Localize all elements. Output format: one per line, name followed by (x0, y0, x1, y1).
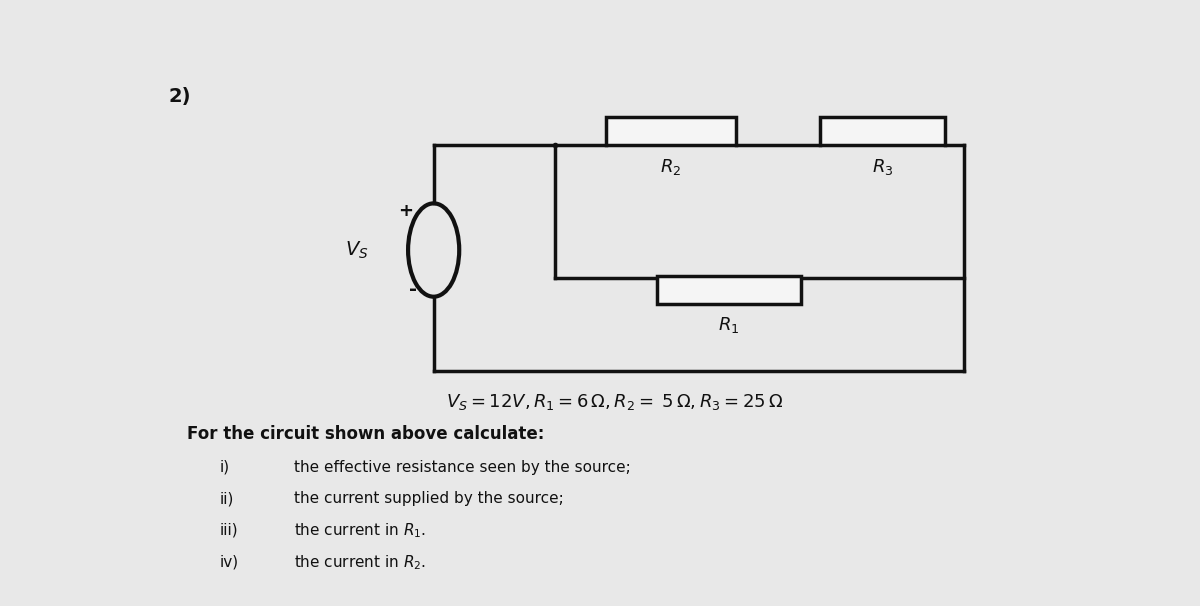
Text: the effective resistance seen by the source;: the effective resistance seen by the sou… (294, 459, 631, 474)
Text: iv): iv) (220, 554, 239, 570)
Text: $R_1$: $R_1$ (719, 315, 739, 335)
Text: the current supplied by the source;: the current supplied by the source; (294, 491, 564, 506)
Text: -: - (409, 280, 418, 299)
Text: $V_S= 12V, R_1 = 6\,\Omega, R_2 =\; 5\,\Omega, R_3 = 25\,\Omega$: $V_S= 12V, R_1 = 6\,\Omega, R_2 =\; 5\,\… (446, 391, 784, 411)
Text: iii): iii) (220, 523, 239, 538)
Text: $R_3$: $R_3$ (871, 157, 893, 177)
Text: +: + (398, 202, 413, 220)
Text: ii): ii) (220, 491, 234, 506)
Text: $R_2$: $R_2$ (660, 157, 682, 177)
Text: $V_S$: $V_S$ (346, 239, 368, 261)
Text: the current in $R_2$.: the current in $R_2$. (294, 553, 426, 571)
Text: 2): 2) (168, 87, 191, 105)
Text: For the circuit shown above calculate:: For the circuit shown above calculate: (187, 425, 545, 444)
Bar (656, 276, 802, 304)
Bar (820, 117, 946, 145)
Text: i): i) (220, 459, 230, 474)
Text: the current in $R_1$.: the current in $R_1$. (294, 521, 426, 540)
Bar (606, 117, 736, 145)
